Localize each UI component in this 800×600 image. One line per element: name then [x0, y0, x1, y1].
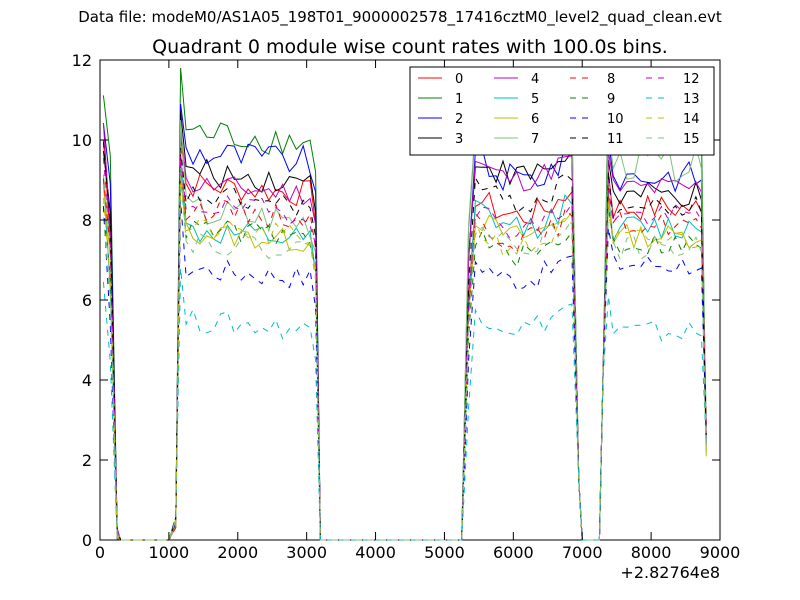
- series-line-8: [102, 159, 707, 541]
- legend-label-2: 2: [455, 112, 463, 127]
- y-tick-label: 2: [82, 451, 92, 470]
- y-tick-label: 8: [82, 211, 92, 230]
- series-line-14: [102, 179, 707, 541]
- x-tick-label: 3000: [286, 543, 327, 562]
- x-tick-label: 9000: [700, 543, 741, 562]
- figure-suptitle: Data file: modeM0/AS1A05_198T01_90000025…: [78, 8, 722, 26]
- y-tick-label: 12: [72, 51, 92, 70]
- series-line-3: [102, 111, 707, 541]
- y-tick-label: 10: [72, 131, 92, 150]
- legend-label-3: 3: [455, 132, 463, 147]
- legend-label-8: 8: [607, 72, 615, 87]
- x-tick-label: 2000: [217, 543, 258, 562]
- x-axis-offset-label: +2.82764e8: [620, 563, 720, 582]
- legend-label-6: 6: [531, 112, 539, 127]
- x-tick-label: 0: [95, 543, 105, 562]
- legend-label-0: 0: [455, 72, 463, 87]
- x-tick-label: 4000: [355, 543, 396, 562]
- series-line-0: [102, 135, 707, 541]
- legend-label-13: 13: [683, 92, 700, 107]
- series-line-2: [102, 103, 707, 541]
- x-tick-label: 7000: [562, 543, 603, 562]
- series-line-4: [102, 122, 707, 541]
- series-line-12: [102, 155, 707, 541]
- legend-label-1: 1: [455, 92, 463, 107]
- legend-box: [409, 66, 715, 156]
- series-line-13: [102, 267, 707, 541]
- legend-label-4: 4: [531, 72, 539, 87]
- legend-label-5: 5: [531, 92, 539, 107]
- legend-label-15: 15: [683, 132, 700, 147]
- series-line-10: [102, 199, 707, 541]
- axis-layer: 0 1000 2000 3000 4000 5000 6000 7000 8000 9000 0 2 4…: [72, 51, 741, 562]
- x-tick-label: 6000: [493, 543, 534, 562]
- chart-title: Quadrant 0 module wise count rates with …: [152, 36, 668, 58]
- series-line-5: [102, 151, 707, 541]
- legend-label-9: 9: [607, 92, 615, 107]
- x-tick-label: 1000: [149, 543, 190, 562]
- legend-label-14: 14: [683, 112, 700, 127]
- y-tick-label: 6: [82, 291, 92, 310]
- legend-label-11: 11: [607, 132, 624, 147]
- y-tick-label: 4: [82, 371, 92, 390]
- legend-label-12: 12: [683, 72, 700, 87]
- legend-label-10: 10: [607, 112, 624, 127]
- x-tick-label: 5000: [424, 543, 465, 562]
- series-line-6: [102, 179, 707, 541]
- legend-label-7: 7: [531, 132, 539, 147]
- series-line-15: [102, 167, 707, 541]
- x-tick-label: 8000: [631, 543, 672, 562]
- y-tick-label: 0: [82, 531, 92, 550]
